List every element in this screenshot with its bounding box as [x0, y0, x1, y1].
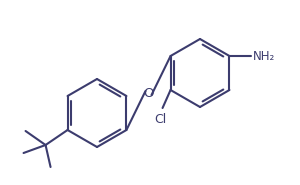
Text: Cl: Cl — [154, 113, 167, 126]
Text: NH₂: NH₂ — [252, 50, 275, 63]
Text: O: O — [143, 87, 154, 100]
